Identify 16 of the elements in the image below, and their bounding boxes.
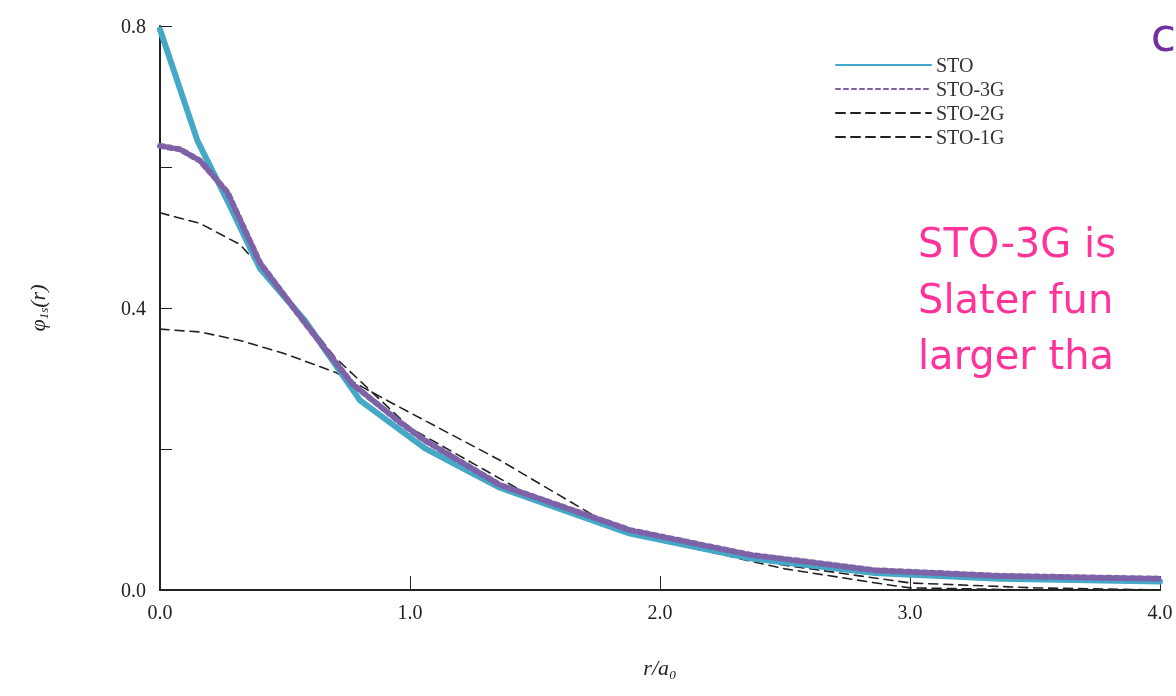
legend-label: STO-1G <box>936 126 1005 148</box>
y-tick-label: 0.0 <box>121 579 146 601</box>
legend-label: STO-3G <box>936 78 1005 100</box>
x-axis-title: r/a₀ <box>643 654 677 680</box>
x-tick-label: 3.0 <box>897 601 923 623</box>
y-axis-title: φ1s(r) <box>25 284 51 332</box>
legend-label: STO <box>936 54 974 76</box>
annotation: STO-3G is Slater fun larger tha <box>918 220 1116 378</box>
x-tick-label: 1.0 <box>397 601 423 623</box>
x-tick-label: 2.0 <box>647 601 673 623</box>
y-tick-label: 0.4 <box>121 297 146 319</box>
legend-label: STO-2G <box>936 102 1005 124</box>
annotation: c <box>1150 8 1176 62</box>
y-tick-label: 0.8 <box>121 15 146 37</box>
x-tick-label: 4.0 <box>1147 601 1173 623</box>
x-tick-label: 0.0 <box>147 601 173 623</box>
